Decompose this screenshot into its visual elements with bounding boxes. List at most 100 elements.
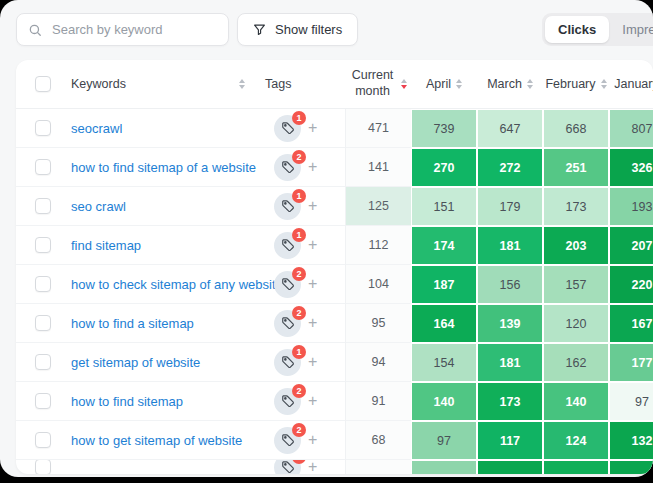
add-tag-button[interactable]: + — [308, 120, 317, 136]
row-checkbox[interactable] — [35, 393, 51, 409]
show-filters-button[interactable]: Show filters — [237, 13, 358, 46]
row-checkbox[interactable] — [35, 198, 51, 214]
heatmap-cell — [477, 460, 543, 474]
app-window: Show filters Clicks Impressions Keywords… — [0, 0, 653, 477]
tag-icon — [281, 433, 295, 447]
table-row: get sitemap of website 1 +94154181162177 — [16, 343, 653, 382]
heatmap-cell — [543, 460, 609, 474]
tag-count-badge: 2 — [292, 150, 306, 164]
heatmap-cell: 117 — [477, 421, 543, 460]
heatmap-cell: 173 — [543, 187, 609, 226]
heatmap-cell: 140 — [411, 382, 477, 421]
tag-button[interactable]: 2 — [274, 154, 301, 181]
add-tag-button[interactable]: + — [308, 432, 317, 448]
tag-button[interactable]: 2 — [274, 388, 301, 415]
table-row: how to check sitemap of any website2+104… — [16, 265, 653, 304]
tags-column-header: Tags — [265, 77, 291, 91]
tag-button[interactable]: 2 — [274, 271, 301, 298]
heatmap-cell: 177 — [609, 343, 653, 382]
current-month-value: 68 — [345, 421, 411, 460]
keyword-link[interactable]: find sitemap — [71, 238, 141, 253]
tag-count-badge: 2 — [292, 267, 306, 281]
table-row-partial: 2+ — [16, 460, 653, 474]
search-input[interactable] — [50, 21, 230, 38]
row-checkbox[interactable] — [35, 460, 51, 474]
sort-keywords-control[interactable] — [239, 79, 245, 89]
keyword-link[interactable]: how to find a sitemap — [71, 316, 194, 331]
month-column-header: April — [426, 77, 451, 91]
add-tag-button[interactable]: + — [308, 393, 317, 409]
sort-month-control[interactable] — [601, 79, 607, 89]
keywords-table-card: Keywords Tags Current month AprilMarchFe… — [16, 60, 653, 474]
row-checkbox[interactable] — [35, 237, 51, 253]
keyword-link[interactable]: get sitemap of website — [71, 355, 200, 370]
row-checkbox[interactable] — [35, 315, 51, 331]
keyword-link[interactable]: how to get sitemap of website — [71, 433, 242, 448]
keyword-link[interactable]: seo crawl — [71, 199, 126, 214]
add-tag-button[interactable]: + — [308, 460, 317, 474]
heatmap-cell: 157 — [543, 265, 609, 304]
tag-icon — [281, 316, 295, 330]
toggle-option-impressions[interactable]: Impressions — [609, 16, 653, 43]
current-month-value: 94 — [345, 343, 411, 382]
heatmap-cell: 139 — [477, 304, 543, 343]
tag-button[interactable]: 2 — [274, 427, 301, 454]
sort-current-month-control[interactable] — [401, 79, 407, 89]
row-checkbox[interactable] — [35, 432, 51, 448]
add-tag-button[interactable]: + — [308, 198, 317, 214]
current-month-value: 112 — [345, 226, 411, 265]
heatmap-cell: 132 — [609, 421, 653, 460]
heatmap-cell: 739 — [411, 109, 477, 148]
heatmap-cell: 97 — [411, 421, 477, 460]
current-month-column-header: Current month — [350, 68, 396, 99]
heatmap-cell: 154 — [411, 343, 477, 382]
tag-icon — [281, 238, 295, 252]
tag-button[interactable]: 1 — [274, 115, 301, 142]
heatmap-cell: 647 — [477, 109, 543, 148]
heatmap-cell: 668 — [543, 109, 609, 148]
tag-icon — [281, 199, 295, 213]
tag-icon — [281, 394, 295, 408]
keyword-link[interactable]: how to find sitemap — [71, 394, 183, 409]
tag-button[interactable]: 2 — [274, 460, 301, 474]
tag-button[interactable]: 2 — [274, 310, 301, 337]
add-tag-button[interactable]: + — [308, 354, 317, 370]
row-checkbox[interactable] — [35, 159, 51, 175]
table-row: how to find sitemap2+9114017314097 — [16, 382, 653, 421]
sort-month-control[interactable] — [527, 79, 533, 89]
keyword-link[interactable]: seocrawl — [71, 121, 122, 136]
tag-count-badge: 2 — [292, 306, 306, 320]
add-tag-button[interactable]: + — [308, 237, 317, 253]
table-row: how to find sitemap of a website2+141270… — [16, 148, 653, 187]
heatmap-cell: 807 — [609, 109, 653, 148]
add-tag-button[interactable]: + — [308, 159, 317, 175]
keyword-link[interactable]: how to find sitemap of a website — [71, 160, 256, 175]
keywords-column-header: Keywords — [71, 77, 126, 91]
row-checkbox[interactable] — [35, 120, 51, 136]
current-month-value: 104 — [345, 265, 411, 304]
heatmap-cell: 173 — [477, 382, 543, 421]
add-tag-button[interactable]: + — [308, 315, 317, 331]
heatmap-cell: 181 — [477, 343, 543, 382]
heatmap-cell: 164 — [411, 304, 477, 343]
tag-button[interactable]: 1 — [274, 232, 301, 259]
tag-button[interactable]: 1 — [274, 193, 301, 220]
toggle-option-clicks[interactable]: Clicks — [545, 16, 609, 43]
add-tag-button[interactable]: + — [308, 276, 317, 292]
sort-month-control[interactable] — [456, 79, 462, 89]
tag-button[interactable]: 1 — [274, 349, 301, 376]
heatmap-cell — [609, 460, 653, 474]
heatmap-cell: 179 — [477, 187, 543, 226]
heatmap-cell — [411, 460, 477, 474]
filter-funnel-icon — [253, 23, 266, 36]
search-box[interactable] — [16, 13, 229, 46]
row-checkbox[interactable] — [35, 354, 51, 370]
tag-icon — [281, 160, 295, 174]
heatmap-cell: 124 — [543, 421, 609, 460]
heatmap-cell: 251 — [543, 148, 609, 187]
search-icon — [28, 23, 42, 37]
select-all-checkbox[interactable] — [35, 76, 51, 92]
row-checkbox[interactable] — [35, 276, 51, 292]
heatmap-cell: 162 — [543, 343, 609, 382]
tag-count-badge: 1 — [292, 111, 306, 125]
